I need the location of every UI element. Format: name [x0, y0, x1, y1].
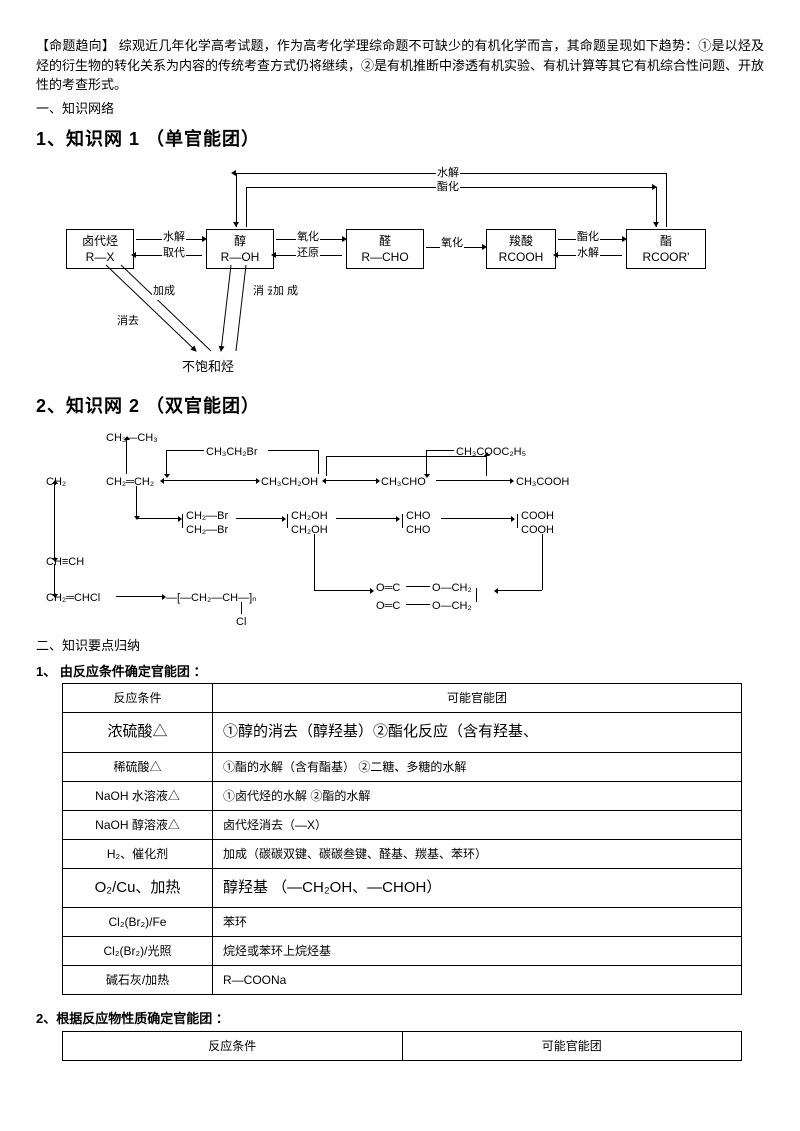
- label-hydrolysis-2: 水解: [576, 245, 600, 262]
- table-row: NaOH 水溶液△①卤代烃的水解 ②酯的水解: [63, 781, 742, 810]
- grp-cell: 烷烃或苯环上烷烃基: [213, 937, 742, 966]
- grp-cell: 卤代烃消去（—X）: [213, 810, 742, 839]
- n14sub: Cl: [236, 614, 246, 631]
- cond-cell: Cl₂(Br₂)/Fe: [63, 908, 213, 937]
- box-unsat: 不饱和烃: [181, 357, 235, 377]
- box-halide-top: 卤代烃: [73, 233, 127, 249]
- n12: CH≡CH: [46, 554, 84, 571]
- grp-cell: 苯环: [213, 908, 742, 937]
- cond-cell: NaOH 醇溶液△: [63, 810, 213, 839]
- grp-cell: 醇羟基 （—CH₂OH、—CHOH）: [213, 868, 742, 908]
- box-alcohol-top: 醇: [213, 233, 267, 249]
- cond-cell: Cl₂(Br₂)/光照: [63, 937, 213, 966]
- cond-cell: NaOH 水溶液△: [63, 781, 213, 810]
- label-esterif-top: 酯化: [436, 179, 460, 196]
- n8b: CH₂—Br: [186, 522, 228, 539]
- n11b: COOH: [521, 522, 554, 539]
- t1-title: 1、 由反应条件确定官能团 ：: [36, 662, 764, 682]
- label-oxid-1: 氧化: [296, 229, 320, 246]
- cond-cell: 浓硫酸△: [63, 713, 213, 753]
- ringD: O—CH₂: [432, 598, 472, 615]
- box-acid-bot: RCOOH: [493, 249, 549, 265]
- n9b: CH₂OH: [291, 522, 328, 539]
- table-row: O₂/Cu、加热醇羟基 （—CH₂OH、—CHOH）: [63, 868, 742, 908]
- label-elim-1: 消去: [116, 313, 140, 330]
- table-row: NaOH 醇溶液△卤代烃消去（—X）: [63, 810, 742, 839]
- grp-cell: ①酯的水解（含有酯基） ②二糖、多糖的水解: [213, 752, 742, 781]
- table-row: Cl₂(Br₂)/Fe苯环: [63, 908, 742, 937]
- box-ester-top: 酯: [633, 233, 699, 249]
- label-oxid-2: 氧化: [440, 235, 464, 252]
- diagram-single-group: 水解 酯化 卤代烃 R—X 醇 R—OH 醛 R—CHO 羧酸 RCOOH 酯 …: [66, 163, 706, 383]
- n14: —[—CH₂—CH—]ₙ: [166, 590, 257, 607]
- table-reactant-props: 反应条件 可能官能团: [62, 1031, 742, 1061]
- t2-head-cond: 反应条件: [63, 1031, 403, 1060]
- cond-cell: 碱石灰/加热: [63, 966, 213, 995]
- label-subst-1: 取代: [162, 245, 186, 262]
- table-row: H₂、催化剂加成（碳碳双键、碳碳叁键、醛基、羰基、苯环）: [63, 839, 742, 868]
- n6: CH₃CHO: [381, 474, 426, 491]
- t2-title: 2、根据反应物性质确定官能团 ：: [36, 1009, 764, 1029]
- net1-title: 1、知识网 1 （单官能团）: [36, 126, 764, 153]
- grp-cell: ①醇的消去（醇羟基）②酯化反应（含有羟基、: [213, 713, 742, 753]
- label-add-2: 加 成: [272, 283, 286, 300]
- n7: CH₃COOH: [516, 474, 569, 491]
- table-row: 碱石灰/加热R—COONa: [63, 966, 742, 995]
- grp-cell: 加成（碳碳双键、碳碳叁键、醛基、羰基、苯环）: [213, 839, 742, 868]
- table-row: 浓硫酸△①醇的消去（醇羟基）②酯化反应（含有羟基、: [63, 713, 742, 753]
- section-2-label: 二、知识要点归纳: [36, 636, 764, 656]
- label-hydrolysis-1: 水解: [162, 229, 186, 246]
- t1-head-grp: 可能官能团: [213, 684, 742, 713]
- label-addit-1: 加成: [152, 283, 176, 300]
- n10b: CHO: [406, 522, 430, 539]
- box-aldehyde-top: 醛: [353, 233, 417, 249]
- n3: CH₃COOC₂H₅: [456, 444, 526, 461]
- intro-text: 【命题趋向】 综观近几年化学高考试题，作为高考化学理综命题不可缺少的有机化学而言…: [36, 36, 764, 95]
- t1-head-cond: 反应条件: [63, 684, 213, 713]
- cond-cell: 稀硫酸△: [63, 752, 213, 781]
- grp-cell: R—COONa: [213, 966, 742, 995]
- label-elim-2: 消 去: [252, 283, 266, 300]
- cond-cell: O₂/Cu、加热: [63, 868, 213, 908]
- ringC: O═C: [376, 598, 400, 615]
- cond-cell: H₂、催化剂: [63, 839, 213, 868]
- section-1-label: 一、知识网络: [36, 99, 764, 119]
- ringA: O═C: [376, 580, 400, 597]
- table-row: Cl₂(Br₂)/光照烷烃或苯环上烷烃基: [63, 937, 742, 966]
- label-reduc-1: 还原: [296, 245, 320, 262]
- n5: CH₃CH₂OH: [261, 474, 318, 491]
- label-esterif-2: 酯化: [576, 229, 600, 246]
- n1: CH₃—CH₃: [106, 430, 158, 447]
- net2-title: 2、知识网 2 （双官能团）: [36, 393, 764, 420]
- n2: CH₃CH₂Br: [206, 444, 258, 461]
- table-row: 稀硫酸△①酯的水解（含有酯基） ②二糖、多糖的水解: [63, 752, 742, 781]
- grp-cell: ①卤代烃的水解 ②酯的水解: [213, 781, 742, 810]
- box-ester-bot: RCOOR': [633, 249, 699, 265]
- n4: CH₂═CH₂: [106, 474, 154, 491]
- ringB: O—CH₂: [432, 580, 472, 597]
- table-reaction-conditions: 反应条件 可能官能团 浓硫酸△①醇的消去（醇羟基）②酯化反应（含有羟基、稀硫酸△…: [62, 683, 742, 995]
- box-acid-top: 羧酸: [493, 233, 549, 249]
- t2-head-grp: 可能官能团: [402, 1031, 742, 1060]
- diagram-double-group: CH₃—CH₃ CH₃CH₂Br CH₃COOC₂H₅ CH₂ CH₂═CH₂ …: [36, 430, 736, 630]
